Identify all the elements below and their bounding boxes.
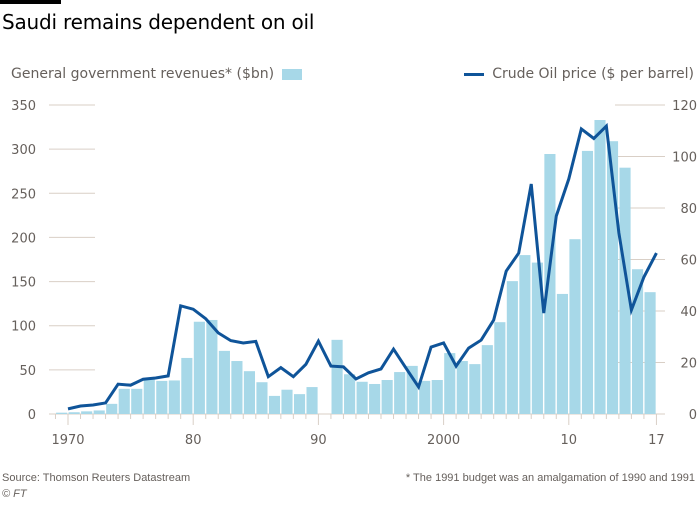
legend-revenues-label: General government revenues* ($bn)	[11, 66, 275, 82]
x-axis-tick-label: 1970	[51, 433, 84, 448]
right-axis-tick-label: 0	[689, 408, 697, 423]
x-axis-tick-label: 10	[561, 433, 578, 448]
revenue-bar-1979	[181, 357, 193, 414]
revenue-bar-1995	[381, 380, 393, 414]
revenue-bar-2013	[606, 141, 619, 414]
legend-line-swatch-icon	[464, 72, 485, 76]
right-axis-tick-label: 40	[680, 305, 697, 320]
revenue-bar-1996	[394, 372, 406, 414]
revenue-bar-2012	[594, 120, 606, 414]
revenue-bar-2008	[544, 153, 556, 414]
revenue-bar-1974	[118, 388, 130, 414]
revenue-bar-1997	[406, 365, 418, 414]
revenue-bar-1999	[431, 380, 443, 414]
right-axis-tick-label: 20	[680, 357, 697, 372]
revenue-bar-1993	[356, 381, 368, 414]
source-note: Source: Thomson Reuters Datastream	[2, 472, 191, 484]
left-axis-tick-label: 150	[11, 276, 36, 291]
revenue-bar-1983	[231, 361, 243, 414]
legend-revenues: General government revenues* ($bn)	[11, 66, 303, 82]
revenue-bar-1998	[419, 380, 431, 414]
revenue-bar-2009	[556, 293, 568, 414]
revenue-bar-1985	[256, 382, 268, 414]
revenue-bar-2002	[469, 364, 481, 414]
right-axis-tick-label: 80	[680, 202, 697, 217]
revenue-bar-1989	[306, 387, 318, 414]
revenue-bar-2016	[644, 292, 656, 414]
revenue-bars	[56, 120, 656, 414]
right-axis-tick-label: 120	[672, 99, 697, 114]
revenue-bar-1986	[268, 395, 281, 414]
right-axis-tick-label: 60	[680, 254, 697, 269]
footnote: * The 1991 budget was an amalgamation of…	[405, 472, 695, 484]
legend-bar-swatch-icon	[282, 68, 303, 80]
x-axis-tick-label: 17	[648, 433, 665, 448]
left-axis-tick-label: 250	[11, 187, 36, 202]
left-axis-tick-label: 50	[19, 364, 36, 379]
revenue-bar-2011	[581, 150, 594, 414]
revenue-bar-2003	[481, 345, 493, 414]
revenue-bar-1982	[218, 350, 230, 414]
revenue-bar-1984	[243, 371, 255, 414]
x-axis-tick-label: 90	[310, 433, 327, 448]
revenue-bar-2001	[456, 361, 468, 414]
x-axis-tick-label: 80	[185, 433, 202, 448]
revenue-bar-2007	[531, 262, 543, 414]
revenue-bar-2004	[494, 322, 506, 414]
revenue-bar-2014	[619, 167, 631, 414]
revenue-bar-1973	[106, 403, 118, 414]
revenue-bar-1969	[56, 412, 68, 414]
revenue-bar-2015	[632, 269, 644, 414]
left-axis-tick-label: 0	[28, 408, 36, 423]
ft-top-rule	[0, 0, 61, 4]
left-axis-tick-label: 100	[11, 320, 36, 335]
revenue-bar-1976	[143, 378, 155, 414]
revenue-bar-1978	[168, 380, 180, 414]
revenue-bar-1975	[131, 388, 143, 414]
left-axis-tick-label: 300	[11, 143, 36, 158]
revenue-bar-1992	[344, 374, 356, 414]
left-axis-tick-label: 200	[11, 231, 36, 246]
revenue-bar-1991	[331, 339, 343, 414]
revenue-bar-1972	[93, 410, 105, 414]
revenue-bar-1987	[281, 389, 293, 414]
legend-oil-price-label: Crude Oil price ($ per barrel)	[492, 66, 694, 82]
legend-oil-price: Crude Oil price ($ per barrel)	[464, 66, 694, 82]
oil-price-line	[67, 122, 658, 411]
revenue-bar-2006	[519, 255, 531, 414]
x-axis-tick-label: 2000	[427, 433, 460, 448]
revenue-bar-2005	[506, 281, 518, 414]
revenue-bar-2000	[444, 353, 456, 414]
oil-price-line-group	[67, 122, 658, 411]
axis-labels: 0 50 100 150 200 250 300 350 0 20 40 60 80 100 120 1970…	[11, 99, 697, 448]
revenue-bar-1988	[293, 394, 306, 414]
revenue-bar-2010	[569, 239, 581, 414]
chart-title: Saudi remains dependent on oil	[2, 10, 315, 34]
copyright-note: © FT	[2, 488, 27, 500]
x-axis-ticks	[54, 414, 657, 425]
revenue-bar-1981	[206, 319, 218, 414]
revenue-bar-1970	[68, 412, 80, 414]
revenue-bar-1971	[81, 411, 93, 414]
revenue-bar-1980	[193, 321, 205, 414]
revenue-bar-1994	[369, 383, 381, 414]
revenue-bar-1977	[156, 380, 168, 414]
left-axis-tick-label: 350	[11, 99, 36, 114]
right-axis-tick-label: 100	[672, 151, 697, 166]
